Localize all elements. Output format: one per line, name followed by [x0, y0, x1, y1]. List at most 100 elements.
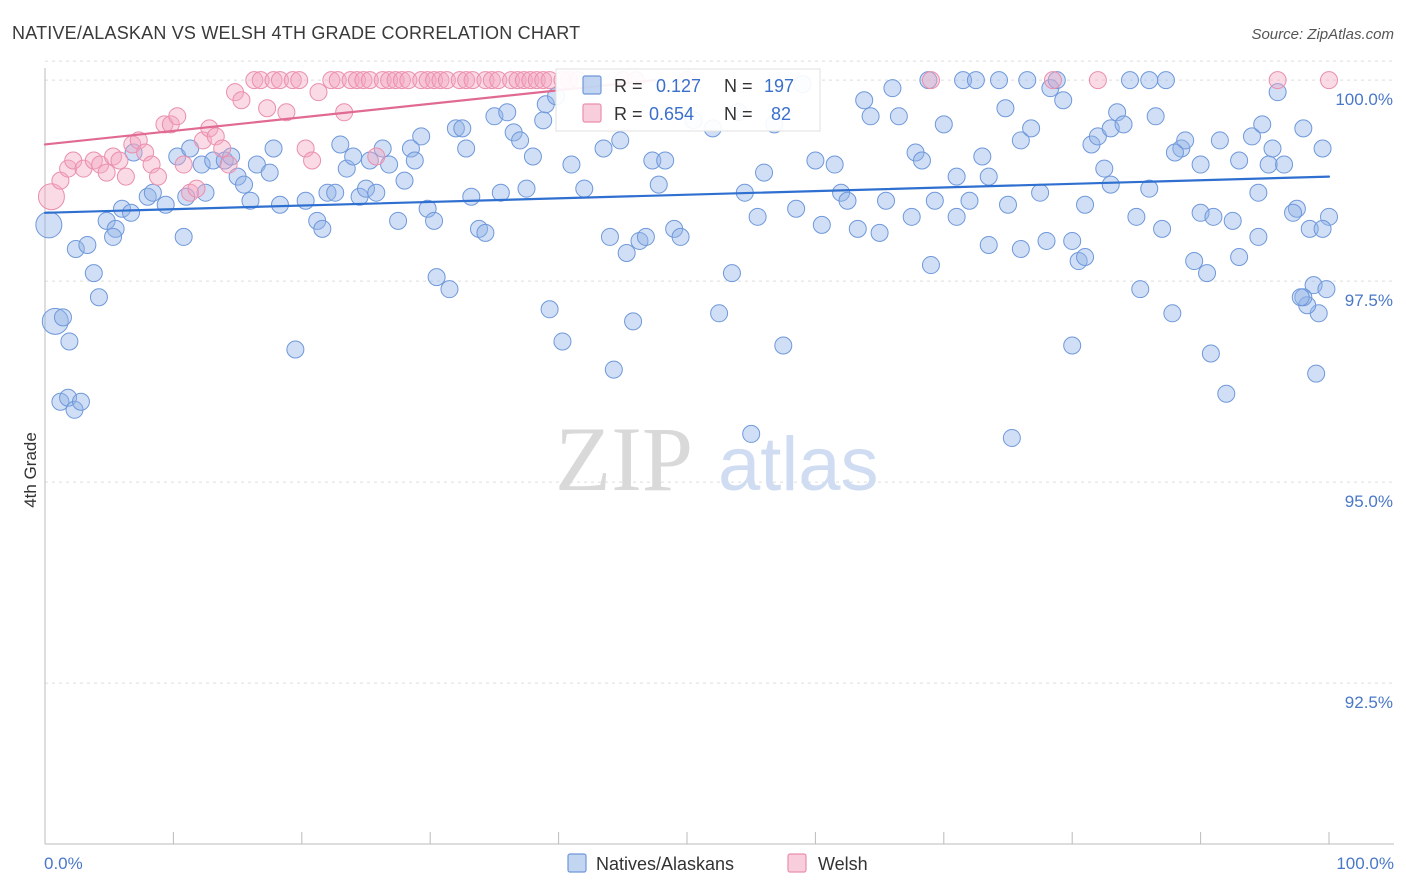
stats-box: R = 0.127 N = 197 R = 0.654 N = 82 [555, 68, 821, 132]
welsh-point-50 [386, 71, 405, 90]
natives-point-169 [1259, 155, 1278, 174]
natives-point-78 [553, 332, 572, 351]
natives-point-105 [787, 199, 806, 218]
natives-point-117 [883, 79, 902, 98]
natives-point-52 [389, 211, 408, 230]
welsh-point-55 [425, 71, 444, 90]
natives-point-66 [476, 223, 495, 242]
welsh-point-60 [463, 71, 482, 90]
natives-point-11 [84, 264, 103, 283]
welsh-point-31 [258, 99, 277, 118]
chart-source: Source: ZipAtlas.com [1251, 26, 1394, 43]
natives-point-157 [1176, 131, 1195, 150]
natives-point-55 [405, 151, 424, 170]
natives-point-136 [1031, 183, 1050, 202]
natives-point-88 [636, 227, 655, 246]
natives-point-126 [960, 191, 979, 210]
y-tick-label-2: 97.5% [1345, 291, 1393, 310]
natives-point-63 [457, 139, 476, 158]
stats-swatch-welsh [582, 103, 602, 123]
natives-point-123 [934, 115, 953, 134]
natives-point-26 [196, 183, 215, 202]
natives-point-191 [1165, 143, 1184, 162]
natives-point-49 [367, 183, 386, 202]
natives-point-129 [979, 235, 998, 254]
watermark-atlas: atlas [718, 422, 879, 507]
natives-point-5 [71, 392, 90, 411]
natives-point-131 [996, 99, 1015, 118]
welsh-point-52 [399, 71, 418, 90]
natives-point-178 [1313, 139, 1332, 158]
natives-point-0 [35, 211, 63, 239]
natives-point-107 [806, 151, 825, 170]
natives-point-167 [1249, 183, 1268, 202]
welsh-point-48 [373, 71, 392, 90]
natives-point-158 [1185, 252, 1204, 271]
natives-point-154 [1156, 71, 1175, 90]
welsh-point-57 [437, 71, 456, 90]
natives-point-74 [534, 111, 553, 130]
natives-point-135 [1022, 119, 1041, 138]
natives-point-51 [380, 155, 399, 174]
natives-point-102 [755, 163, 774, 182]
natives-point-166 [1242, 127, 1261, 146]
natives-point-144 [1088, 127, 1107, 146]
natives-point-127 [966, 71, 985, 90]
natives-point-22 [174, 227, 193, 246]
natives-point-109 [825, 155, 844, 174]
natives-point-203 [902, 207, 921, 226]
welsh-point-32 [264, 71, 283, 90]
welsh-point-59 [457, 71, 476, 90]
natives-point-79 [562, 155, 581, 174]
welsh-point-54 [418, 71, 437, 90]
welsh-point-45 [354, 71, 373, 90]
natives-point-122 [925, 191, 944, 210]
y-tick-label-0: 92.5% [1345, 693, 1393, 712]
natives-point-200 [979, 167, 998, 186]
natives-point-161 [1201, 344, 1220, 363]
welsh-point-79 [1088, 71, 1107, 90]
natives-point-69 [498, 103, 517, 122]
natives-trend-line [43, 175, 1331, 214]
natives-point-149 [1127, 207, 1146, 226]
natives-point-41 [318, 183, 337, 202]
welsh-point-19 [174, 155, 193, 174]
y-tick-label-1: 95.0% [1345, 492, 1393, 511]
welsh-point-36 [290, 71, 309, 90]
natives-point-68 [491, 183, 510, 202]
natives-point-101 [748, 207, 767, 226]
welsh-point-61 [476, 71, 495, 90]
natives-point-162 [1210, 131, 1229, 150]
natives-point-155 [1163, 304, 1182, 323]
natives-point-10 [78, 235, 97, 254]
natives-point-20 [156, 195, 175, 214]
y-tick-label-3: 100.0% [1335, 90, 1393, 109]
natives-point-138 [1047, 71, 1066, 90]
welsh-point-46 [360, 71, 379, 90]
natives-point-33 [247, 155, 266, 174]
natives-point-170 [1263, 139, 1282, 158]
natives-point-199 [999, 195, 1017, 214]
stats-swatch-natives [582, 75, 602, 95]
welsh-point-77 [921, 71, 940, 90]
legend-swatch-welsh [787, 853, 807, 873]
natives-point-64 [462, 187, 481, 206]
welsh-point-49 [380, 71, 399, 90]
natives-point-53 [395, 171, 414, 190]
series-natives-points [35, 71, 1338, 447]
natives-point-116 [877, 191, 896, 210]
welsh-point-15 [148, 167, 167, 186]
natives-point-60 [440, 280, 459, 299]
welsh-point-53 [412, 71, 431, 90]
natives-point-96 [710, 304, 729, 323]
welsh-point-68 [527, 71, 546, 90]
welsh-point-25 [213, 139, 232, 158]
watermark-zip: ZIP [555, 408, 693, 510]
stats-n-label-natives: N = [724, 76, 753, 96]
natives-point-114 [861, 107, 880, 126]
natives-point-164 [1223, 211, 1242, 230]
natives-point-14 [104, 227, 123, 246]
natives-point-145 [1095, 159, 1114, 178]
natives-point-100 [742, 424, 761, 443]
welsh-point-44 [348, 71, 367, 90]
